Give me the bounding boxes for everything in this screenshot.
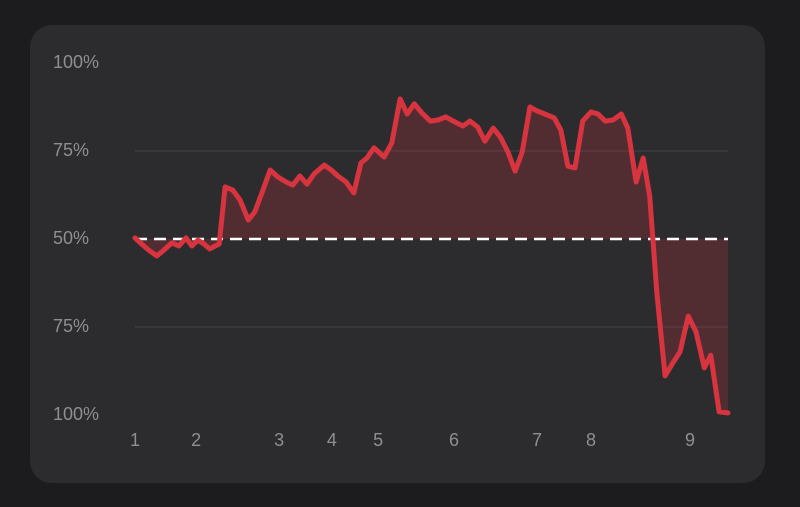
x-tick-label: 5 — [373, 430, 383, 450]
area — [135, 98, 728, 413]
y-tick-label: 50% — [53, 228, 89, 248]
x-tick-label: 1 — [130, 430, 140, 450]
y-tick-label: 75% — [53, 140, 89, 160]
x-tick-label: 3 — [274, 430, 284, 450]
x-tick-label: 2 — [191, 430, 201, 450]
y-tick-label: 100% — [53, 404, 99, 424]
y-tick-label: 100% — [53, 52, 99, 72]
x-tick-label: 4 — [327, 430, 337, 450]
x-tick-label: 8 — [586, 430, 596, 450]
line — [132, 96, 731, 416]
x-tick-label: 9 — [685, 430, 695, 450]
x-tick-label: 7 — [532, 430, 542, 450]
y-tick-label: 75% — [53, 316, 89, 336]
x-tick-label: 6 — [449, 430, 459, 450]
